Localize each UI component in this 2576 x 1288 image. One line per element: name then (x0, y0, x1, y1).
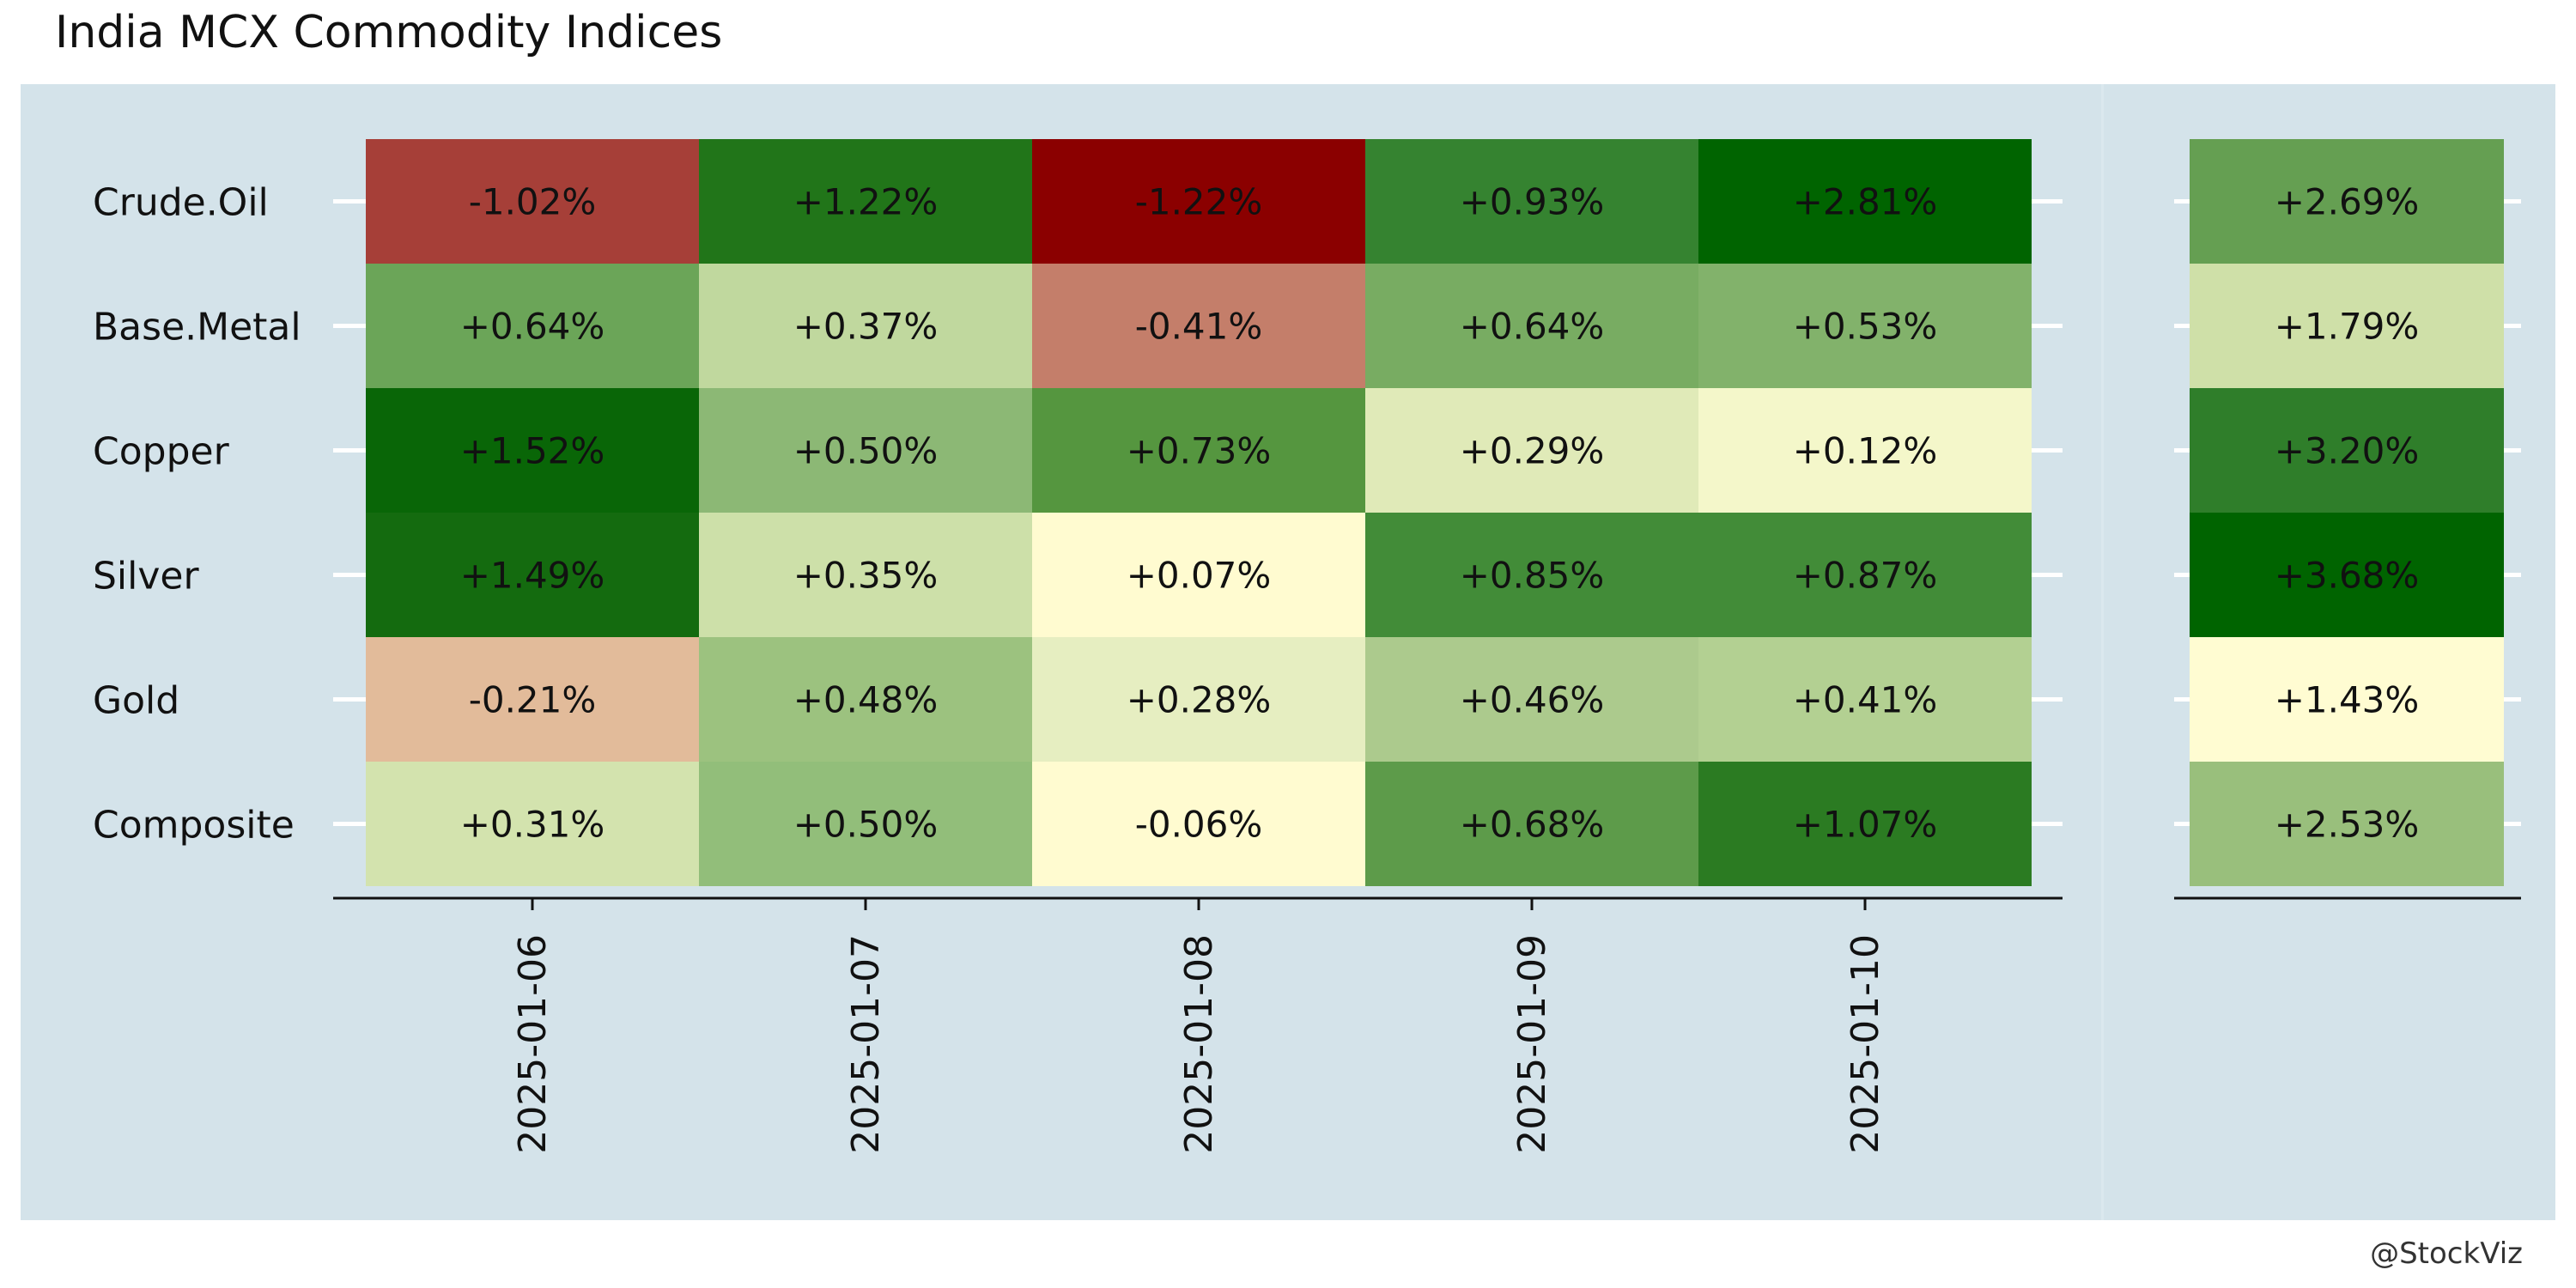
credit-text: @StockViz (2370, 1236, 2523, 1271)
cell-value-label: +0.37% (793, 306, 939, 348)
cell-value-label: +0.53% (1793, 306, 1938, 348)
heatmap-cell (699, 762, 1032, 886)
heatmap-cell (1698, 388, 2032, 513)
cell-value-label: +0.35% (793, 555, 939, 597)
heatmap-cell (1365, 139, 1698, 264)
total-value-label: +2.53% (2275, 804, 2420, 846)
heatmap-cell (699, 513, 1032, 637)
cell-value-label: +0.87% (1793, 555, 1938, 597)
heatmap-cell (699, 139, 1032, 264)
heatmap-cell (366, 513, 699, 637)
heatmap-cell (1365, 637, 1698, 762)
heatmap-cell (699, 637, 1032, 762)
cell-value-label: +0.50% (793, 804, 939, 846)
cell-value-label: +0.85% (1460, 555, 1605, 597)
x-tick-label: 2025-01-07 (844, 934, 888, 1154)
row-label: Silver (93, 555, 199, 598)
total-value-label: +3.68% (2275, 555, 2420, 597)
heatmap-cell (1698, 513, 2032, 637)
total-value-label: +1.79% (2275, 306, 2420, 348)
cell-value-label: +0.46% (1460, 679, 1605, 721)
x-tick-label: 2025-01-08 (1177, 934, 1221, 1154)
cell-value-label: +0.29% (1460, 430, 1605, 472)
heatmap-cell (1032, 637, 1365, 762)
x-tick-label: 2025-01-09 (1510, 934, 1554, 1154)
total-cell (2190, 388, 2504, 513)
heatmap-cell (366, 264, 699, 388)
cell-value-label: +0.50% (793, 430, 939, 472)
heatmap-cell (1365, 264, 1698, 388)
cell-value-label: +0.73% (1127, 430, 1272, 472)
row-label: Composite (93, 804, 295, 848)
total-value-label: +3.20% (2275, 430, 2420, 472)
cell-value-label: +1.07% (1793, 804, 1938, 846)
heatmap-cell (1365, 513, 1698, 637)
heatmap-cell (366, 388, 699, 513)
total-cell (2190, 139, 2504, 264)
cell-value-label: +0.12% (1793, 430, 1938, 472)
total-cell (2190, 264, 2504, 388)
row-label: Copper (93, 430, 230, 474)
cell-value-label: +0.07% (1127, 555, 1272, 597)
cell-value-label: +0.28% (1127, 679, 1272, 721)
cell-value-label: +0.64% (460, 306, 605, 348)
total-cell (2190, 762, 2504, 886)
cell-value-label: -0.06% (1135, 804, 1263, 846)
cell-value-label: +1.49% (460, 555, 605, 597)
cell-value-label: +1.52% (460, 430, 605, 472)
cell-value-label: +0.93% (1460, 181, 1605, 223)
row-label: Gold (93, 679, 179, 723)
cell-value-label: -0.21% (469, 679, 597, 721)
cell-value-label: +0.48% (793, 679, 939, 721)
cell-value-label: -0.41% (1135, 306, 1263, 348)
heatmap-cell (1032, 513, 1365, 637)
total-cell (2190, 637, 2504, 762)
cell-value-label: +2.81% (1793, 181, 1938, 223)
heatmap-cell (1698, 762, 2032, 886)
heatmap-cell (1032, 762, 1365, 886)
x-tick-label: 2025-01-06 (511, 934, 555, 1154)
row-label: Crude.Oil (93, 181, 269, 225)
cell-value-label: +0.68% (1460, 804, 1605, 846)
cell-value-label: +0.31% (460, 804, 605, 846)
cell-value-label: +0.64% (1460, 306, 1605, 348)
cell-value-label: +0.41% (1793, 679, 1938, 721)
heatmap-cell (1698, 637, 2032, 762)
panel-divider (2101, 84, 2104, 1220)
cell-value-label: -1.02% (469, 181, 597, 223)
heatmap-cell (1032, 388, 1365, 513)
heatmap-cell (699, 388, 1032, 513)
total-cell (2190, 513, 2504, 637)
row-label: Base.Metal (93, 306, 301, 349)
heatmap-cell (1365, 388, 1698, 513)
total-value-label: +1.43% (2275, 679, 2420, 721)
chart-title: India MCX Commodity Indices (55, 7, 723, 58)
heatmap-cell (1032, 139, 1365, 264)
heatmap-cell (1365, 762, 1698, 886)
heatmap-cell (366, 637, 699, 762)
heatmap-cell (699, 264, 1032, 388)
cell-value-label: +1.22% (793, 181, 939, 223)
x-tick-label: 2025-01-10 (1844, 934, 1887, 1154)
total-value-label: +2.69% (2275, 181, 2420, 223)
heatmap-cell (1698, 264, 2032, 388)
heatmap-cell (366, 139, 699, 264)
heatmap-cell (1032, 264, 1365, 388)
heatmap-cell (1698, 139, 2032, 264)
cell-value-label: -1.22% (1135, 181, 1263, 223)
heatmap-cell (366, 762, 699, 886)
